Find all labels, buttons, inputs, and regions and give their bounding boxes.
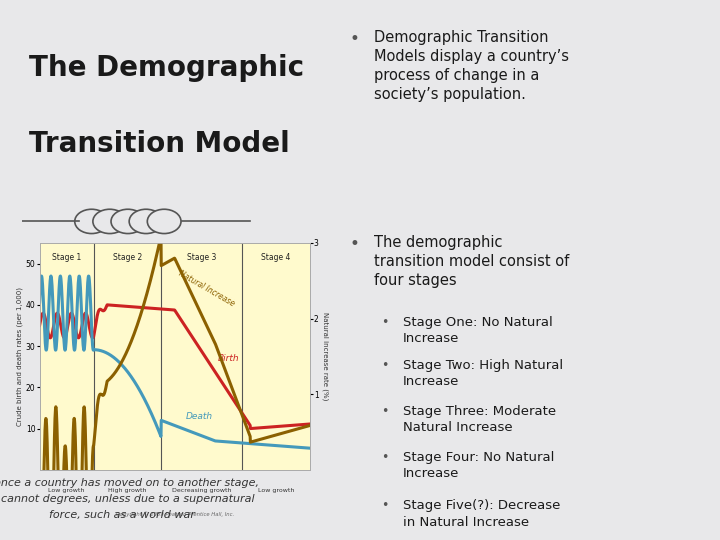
Text: Stage 3: Stage 3 <box>187 253 216 262</box>
Text: Low growth: Low growth <box>48 488 85 494</box>
Text: The demographic
transition model consist of
four stages: The demographic transition model consist… <box>374 235 570 288</box>
Text: •: • <box>382 359 389 372</box>
Text: Stage 4: Stage 4 <box>261 253 291 262</box>
Ellipse shape <box>75 209 109 233</box>
Text: it cannot degrees, unless due to a supernatural: it cannot degrees, unless due to a super… <box>0 494 255 504</box>
Ellipse shape <box>93 209 127 233</box>
Text: •: • <box>382 500 389 512</box>
Text: High growth: High growth <box>108 488 147 494</box>
Ellipse shape <box>111 209 145 233</box>
Text: Copyright © 2009 Pearson Prentice Hall, Inc.: Copyright © 2009 Pearson Prentice Hall, … <box>115 511 234 517</box>
Text: •: • <box>349 235 359 253</box>
Text: Decreasing growth: Decreasing growth <box>172 488 231 494</box>
Text: Demographic Transition
Models display a country’s
process of change in a
society: Demographic Transition Models display a … <box>374 30 570 102</box>
Text: Stage Two: High Natural
Increase: Stage Two: High Natural Increase <box>403 359 563 388</box>
Text: •: • <box>382 451 389 464</box>
Text: Stage Four: No Natural
Increase: Stage Four: No Natural Increase <box>403 451 554 480</box>
Text: Death: Death <box>186 411 212 421</box>
Text: •: • <box>349 30 359 48</box>
Ellipse shape <box>148 209 181 233</box>
Text: The Demographic: The Demographic <box>29 54 304 82</box>
Ellipse shape <box>129 209 163 233</box>
Text: Stage 1: Stage 1 <box>52 253 81 262</box>
Y-axis label: Natural increase rate (%): Natural increase rate (%) <box>322 312 328 401</box>
Text: Transition Model: Transition Model <box>29 130 289 158</box>
Text: •: • <box>382 316 389 329</box>
Text: Stage Three: Moderate
Natural Increase: Stage Three: Moderate Natural Increase <box>403 405 557 434</box>
Text: •: • <box>382 405 389 418</box>
Text: Stage One: No Natural
Increase: Stage One: No Natural Increase <box>403 316 553 345</box>
Text: Birth: Birth <box>218 354 240 363</box>
Text: Stage 2: Stage 2 <box>113 253 142 262</box>
Text: * once a country has moved on to another stage,: * once a country has moved on to another… <box>0 478 259 488</box>
Text: Low growth: Low growth <box>258 488 294 494</box>
Y-axis label: Crude birth and death rates (per 1,000): Crude birth and death rates (per 1,000) <box>17 287 23 426</box>
Text: Natural Increase: Natural Increase <box>177 269 237 308</box>
Text: Stage Five(?): Decrease
in Natural Increase: Stage Five(?): Decrease in Natural Incre… <box>403 500 561 529</box>
Text: force, such as a world war: force, such as a world war <box>50 510 195 521</box>
